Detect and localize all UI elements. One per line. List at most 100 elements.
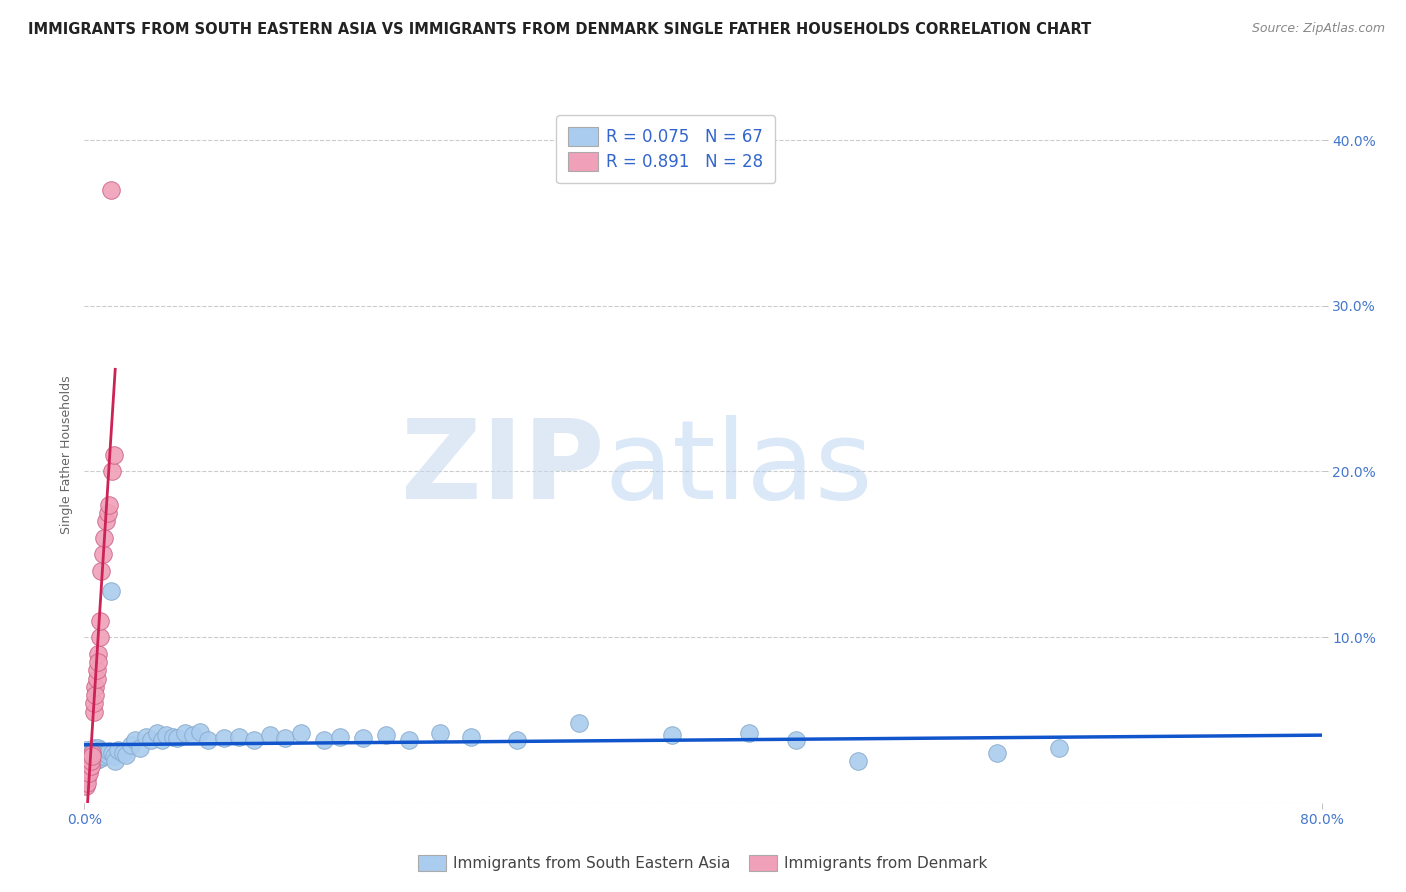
Point [82,753,104,767]
Point [738,726,761,740]
Point [76,749,98,764]
Text: IMMIGRANTS FROM SOUTH EASTERN ASIA VS IMMIGRANTS FROM DENMARK SINGLE FATHER HOUS: IMMIGRANTS FROM SOUTH EASTERN ASIA VS IM… [28,22,1091,37]
Point [84,688,107,702]
Point [89,743,111,757]
Point [94,514,117,528]
Point [84,680,107,694]
Point [93,531,115,545]
Legend: Immigrants from South Eastern Asia, Immigrants from Denmark: Immigrants from South Eastern Asia, Immi… [411,847,995,879]
Point [96,506,118,520]
Point [90,751,112,765]
Point [77,746,100,760]
Point [82,749,104,764]
Point [83,697,105,711]
Point [87,741,110,756]
Point [150,732,173,747]
Point [83,741,105,756]
Point [76,776,98,790]
Point [90,564,112,578]
Point [90,746,112,760]
Point [77,755,100,769]
Point [568,716,591,731]
Point [103,749,125,764]
Point [91,547,114,561]
Point [174,726,197,740]
Point [986,746,1008,760]
Point [429,726,451,740]
Point [76,771,98,785]
Point [162,730,184,744]
Point [846,755,869,769]
Point [86,672,108,686]
Point [129,741,152,756]
Point [87,647,110,661]
Point [83,747,105,762]
Point [112,746,135,760]
Point [87,655,110,669]
Point [91,744,114,758]
Point [86,753,108,767]
Point [89,630,111,644]
Point [243,732,266,747]
Point [82,746,104,760]
Point [398,732,420,747]
Point [100,583,122,598]
Point [312,732,335,747]
Point [93,749,115,764]
Point [374,728,398,742]
Point [104,755,127,769]
Point [155,728,177,742]
Point [89,749,111,764]
Point [77,766,100,780]
Point [188,724,211,739]
Point [328,730,352,744]
Point [101,746,124,760]
Point [79,744,101,758]
Text: ZIP: ZIP [401,416,605,523]
Point [352,731,374,746]
Point [100,183,122,197]
Text: Source: ZipAtlas.com: Source: ZipAtlas.com [1251,22,1385,36]
Point [661,728,683,742]
Point [274,731,297,746]
Point [94,746,117,760]
Point [785,732,807,747]
Point [96,747,118,762]
Point [135,730,157,744]
Point [212,731,235,746]
Point [98,744,121,758]
Y-axis label: Single Father Households: Single Father Households [60,376,73,534]
Point [87,747,110,762]
Point [75,743,97,757]
Point [79,759,101,773]
Point [84,749,107,764]
Point [1047,741,1070,756]
Text: atlas: atlas [605,416,873,523]
Point [86,663,108,677]
Point [107,743,129,757]
Point [101,465,124,479]
Point [228,730,250,744]
Point [77,763,100,777]
Point [139,732,162,747]
Point [83,705,105,719]
Point [86,746,108,760]
Point [197,732,219,747]
Point [460,730,482,744]
Point [166,731,188,746]
Point [259,728,281,742]
Point [89,614,111,628]
Point [120,738,142,752]
Point [79,751,101,765]
Point [84,744,107,758]
Point [506,732,529,747]
Point [75,779,97,793]
Point [82,746,104,760]
Point [103,448,125,462]
Point [79,755,101,769]
Point [124,732,146,747]
Point [290,726,312,740]
Point [98,498,121,512]
Point [181,728,204,742]
Point [146,726,169,740]
